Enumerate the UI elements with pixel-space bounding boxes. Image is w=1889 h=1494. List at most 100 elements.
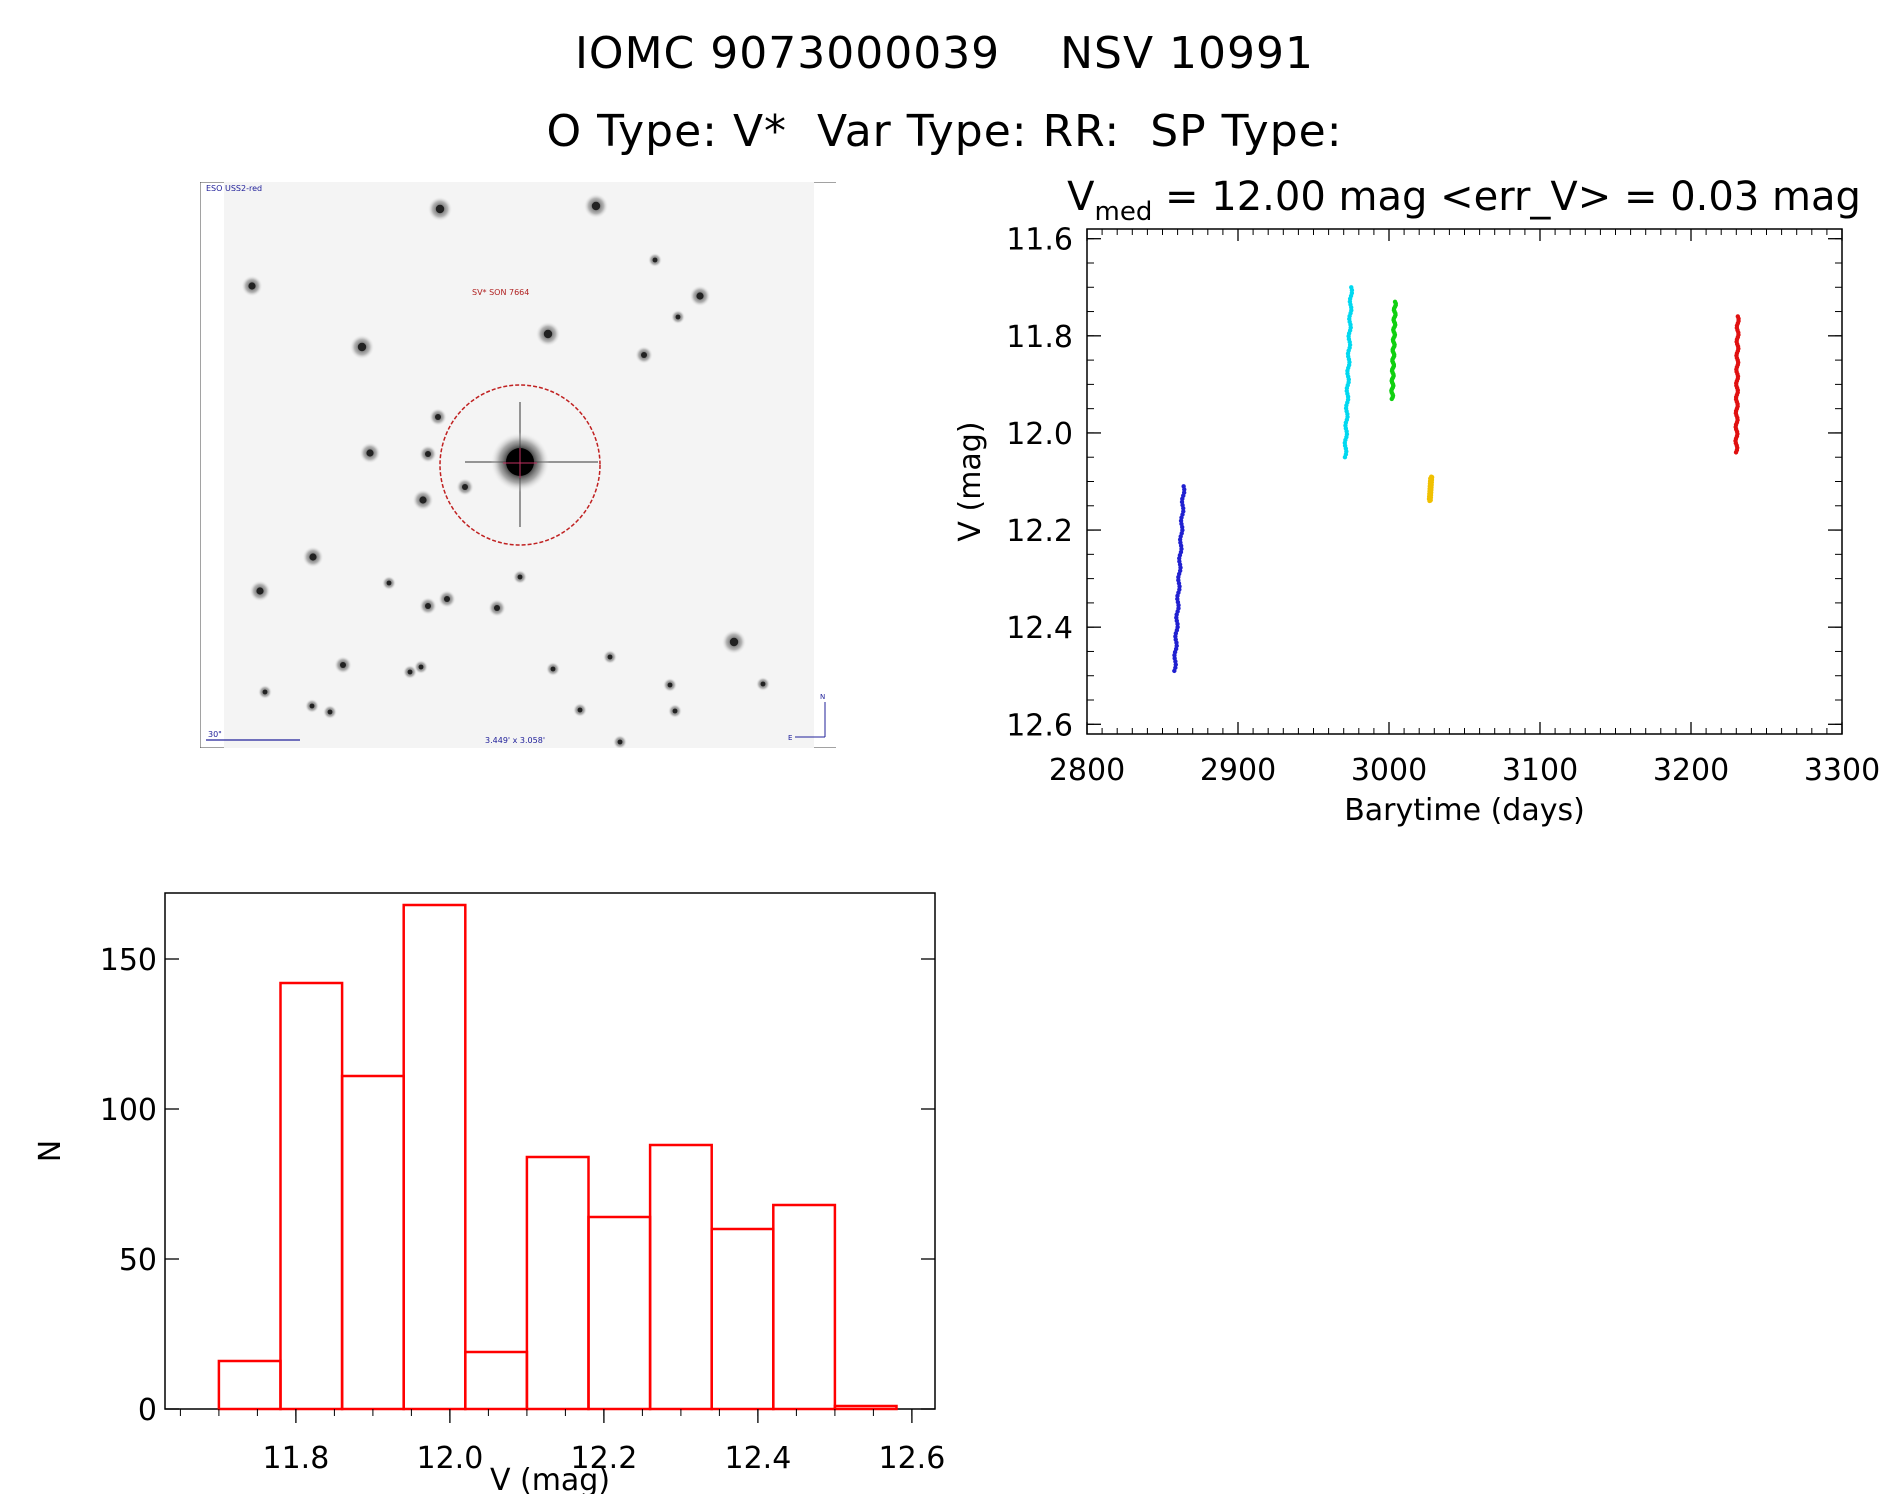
- object-type-subtitle: O Type: V* Var Type: RR: SP Type:: [546, 106, 1343, 157]
- field-star-core: [327, 709, 333, 715]
- y-tick-label: 12.6: [1006, 708, 1073, 743]
- field-star-core: [248, 282, 256, 290]
- field-star-core: [435, 414, 441, 420]
- y-axis-label: V (mag): [953, 421, 988, 541]
- field-star-core: [444, 596, 450, 602]
- data-point: [1172, 653, 1177, 658]
- histogram-bar: [279, 981, 344, 1411]
- field-star-core: [425, 603, 431, 609]
- x-tick-label: 12.2: [571, 1441, 638, 1476]
- field-star-core: [517, 574, 523, 580]
- histogram-bar: [340, 1074, 405, 1411]
- field-star-core: [425, 451, 431, 457]
- x-tick-label: 2800: [1049, 753, 1125, 788]
- field-star-core: [543, 329, 553, 339]
- field-star-core: [760, 681, 766, 687]
- x-tick-label: 3200: [1653, 753, 1729, 788]
- histogram-bar: [833, 1404, 898, 1411]
- field-star-core: [550, 666, 556, 672]
- y-tick-label: 0: [138, 1393, 157, 1428]
- data-point: [1733, 450, 1739, 455]
- field-star-core: [462, 484, 468, 490]
- target-star: [465, 402, 598, 527]
- field-star-core: [309, 553, 317, 561]
- field-star-core: [309, 703, 315, 709]
- finder-image: ESO USS2-red SV* SON 7664 30" 3.449' x 3…: [200, 182, 836, 748]
- scale-label: 30": [208, 730, 222, 739]
- data-point: [1175, 593, 1180, 599]
- x-tick-label: 12.0: [417, 1441, 484, 1476]
- histogram-bar: [710, 1227, 775, 1411]
- histogram-bar: [587, 1215, 652, 1411]
- field-star-core: [672, 708, 678, 714]
- histogram-bar: [402, 903, 467, 1411]
- compass-east-label: E: [788, 734, 792, 742]
- field-star-core: [262, 689, 268, 695]
- field-star-core: [419, 496, 427, 504]
- data-point: [1342, 455, 1348, 460]
- field-star-core: [435, 204, 445, 214]
- compass-north-label: N: [820, 693, 825, 701]
- data-point: [1181, 506, 1186, 511]
- chart-title: Vmed = 12.00 mag <err_V> = 0.03 mag: [1067, 174, 1861, 227]
- data-point: [1389, 396, 1394, 402]
- survey-label: ESO USS2-red: [206, 184, 262, 193]
- x-tick-label: 3100: [1502, 753, 1578, 788]
- field-star-core: [494, 605, 500, 611]
- field-star-core: [366, 449, 374, 457]
- object-id-title: IOMC 9073000039 NSV 10991: [574, 28, 1315, 79]
- histogram-bar: [772, 1203, 837, 1411]
- y-tick-label: 12.0: [1006, 417, 1073, 452]
- field-star-core: [357, 342, 367, 352]
- histogram-bar: [525, 1155, 590, 1411]
- data-point: [1182, 487, 1187, 492]
- field-star-core: [256, 587, 264, 595]
- data-point: [1177, 556, 1182, 561]
- data-point: [1177, 584, 1182, 589]
- field-star-core: [591, 201, 601, 211]
- field-star-core: [652, 257, 658, 263]
- field-star-core: [607, 654, 613, 660]
- data-point: [1172, 668, 1177, 674]
- x-tick-label: 3000: [1351, 753, 1427, 788]
- histogram-bar: [217, 1359, 282, 1411]
- x-tick-label: 2900: [1200, 753, 1276, 788]
- field-star-core: [696, 292, 704, 300]
- y-tick-label: 100: [100, 1093, 157, 1128]
- aperture-circle: [439, 384, 601, 546]
- data-point: [1176, 602, 1181, 608]
- x-axis-label: V (mag): [490, 1463, 610, 1494]
- y-tick-label: 11.6: [1006, 223, 1073, 258]
- field-star-core: [386, 580, 392, 586]
- x-tick-label: 12.6: [879, 1441, 946, 1476]
- field-star-core: [407, 669, 413, 675]
- field-star-core: [675, 314, 681, 320]
- y-tick-label: 12.2: [1006, 514, 1073, 549]
- x-tick-label: 3300: [1804, 753, 1880, 788]
- y-tick-label: 150: [100, 943, 157, 978]
- field-star-core: [418, 664, 424, 670]
- data-point: [1175, 621, 1180, 627]
- y-tick-label: 11.8: [1006, 320, 1073, 355]
- x-tick-label: 12.4: [725, 1441, 792, 1476]
- y-axis-label: N: [33, 1140, 68, 1162]
- field-star-core: [667, 682, 673, 688]
- x-axis-label: Barytime (days): [1344, 793, 1585, 828]
- field-star-core: [577, 707, 583, 713]
- data-point: [1176, 574, 1181, 580]
- data-point: [1179, 524, 1185, 530]
- y-tick-label: 12.4: [1006, 611, 1073, 646]
- field-star-core: [617, 739, 623, 745]
- field-star-core: [641, 352, 647, 358]
- field-size-label: 3.449' x 3.058': [485, 736, 545, 745]
- y-tick-label: 50: [119, 1243, 157, 1278]
- field-star-core: [729, 637, 739, 647]
- histogram-bar: [648, 1143, 713, 1411]
- histogram-bar: [464, 1350, 529, 1411]
- x-tick-label: 11.8: [263, 1441, 330, 1476]
- light-curve-chart: Vmed = 12.00 mag <err_V> = 0.03 mag 2800 2…: [953, 174, 1880, 828]
- data-point: [1427, 498, 1432, 504]
- field-star-core: [340, 662, 346, 668]
- object-label: SV* SON 7664: [472, 288, 529, 297]
